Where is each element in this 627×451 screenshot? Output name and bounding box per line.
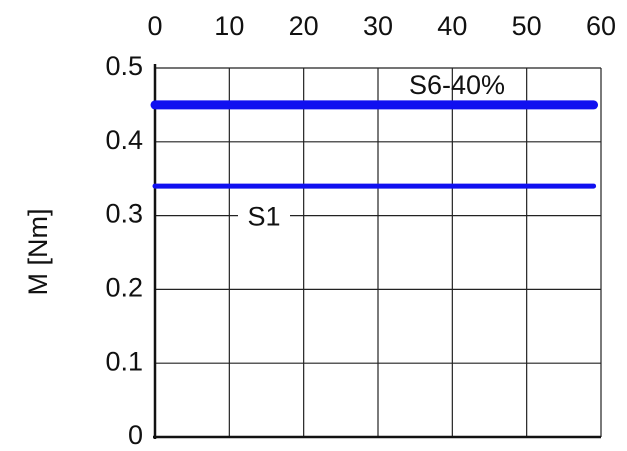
y-tick-label: 0.2 (105, 273, 143, 303)
y-tick-label: 0.4 (105, 125, 143, 155)
x-tick-label: 30 (363, 11, 393, 41)
y-tick-label: 0.1 (105, 346, 143, 376)
x-tick-label: 20 (289, 11, 319, 41)
x-tick-label: 40 (437, 11, 467, 41)
y-tick-label: 0.5 (105, 51, 143, 81)
y-tick-label: 0 (128, 420, 143, 450)
x-tick-label: 0 (147, 11, 162, 41)
x-tick-label: 60 (586, 11, 616, 41)
label-background (238, 199, 290, 232)
series-label: S6-40% (409, 70, 505, 100)
y-axis-label: M [Nm] (23, 209, 53, 296)
x-tick-label: 10 (214, 11, 244, 41)
series-label: S1 (247, 202, 280, 232)
x-tick-label: 50 (512, 11, 542, 41)
y-tick-label: 0.3 (105, 199, 143, 229)
